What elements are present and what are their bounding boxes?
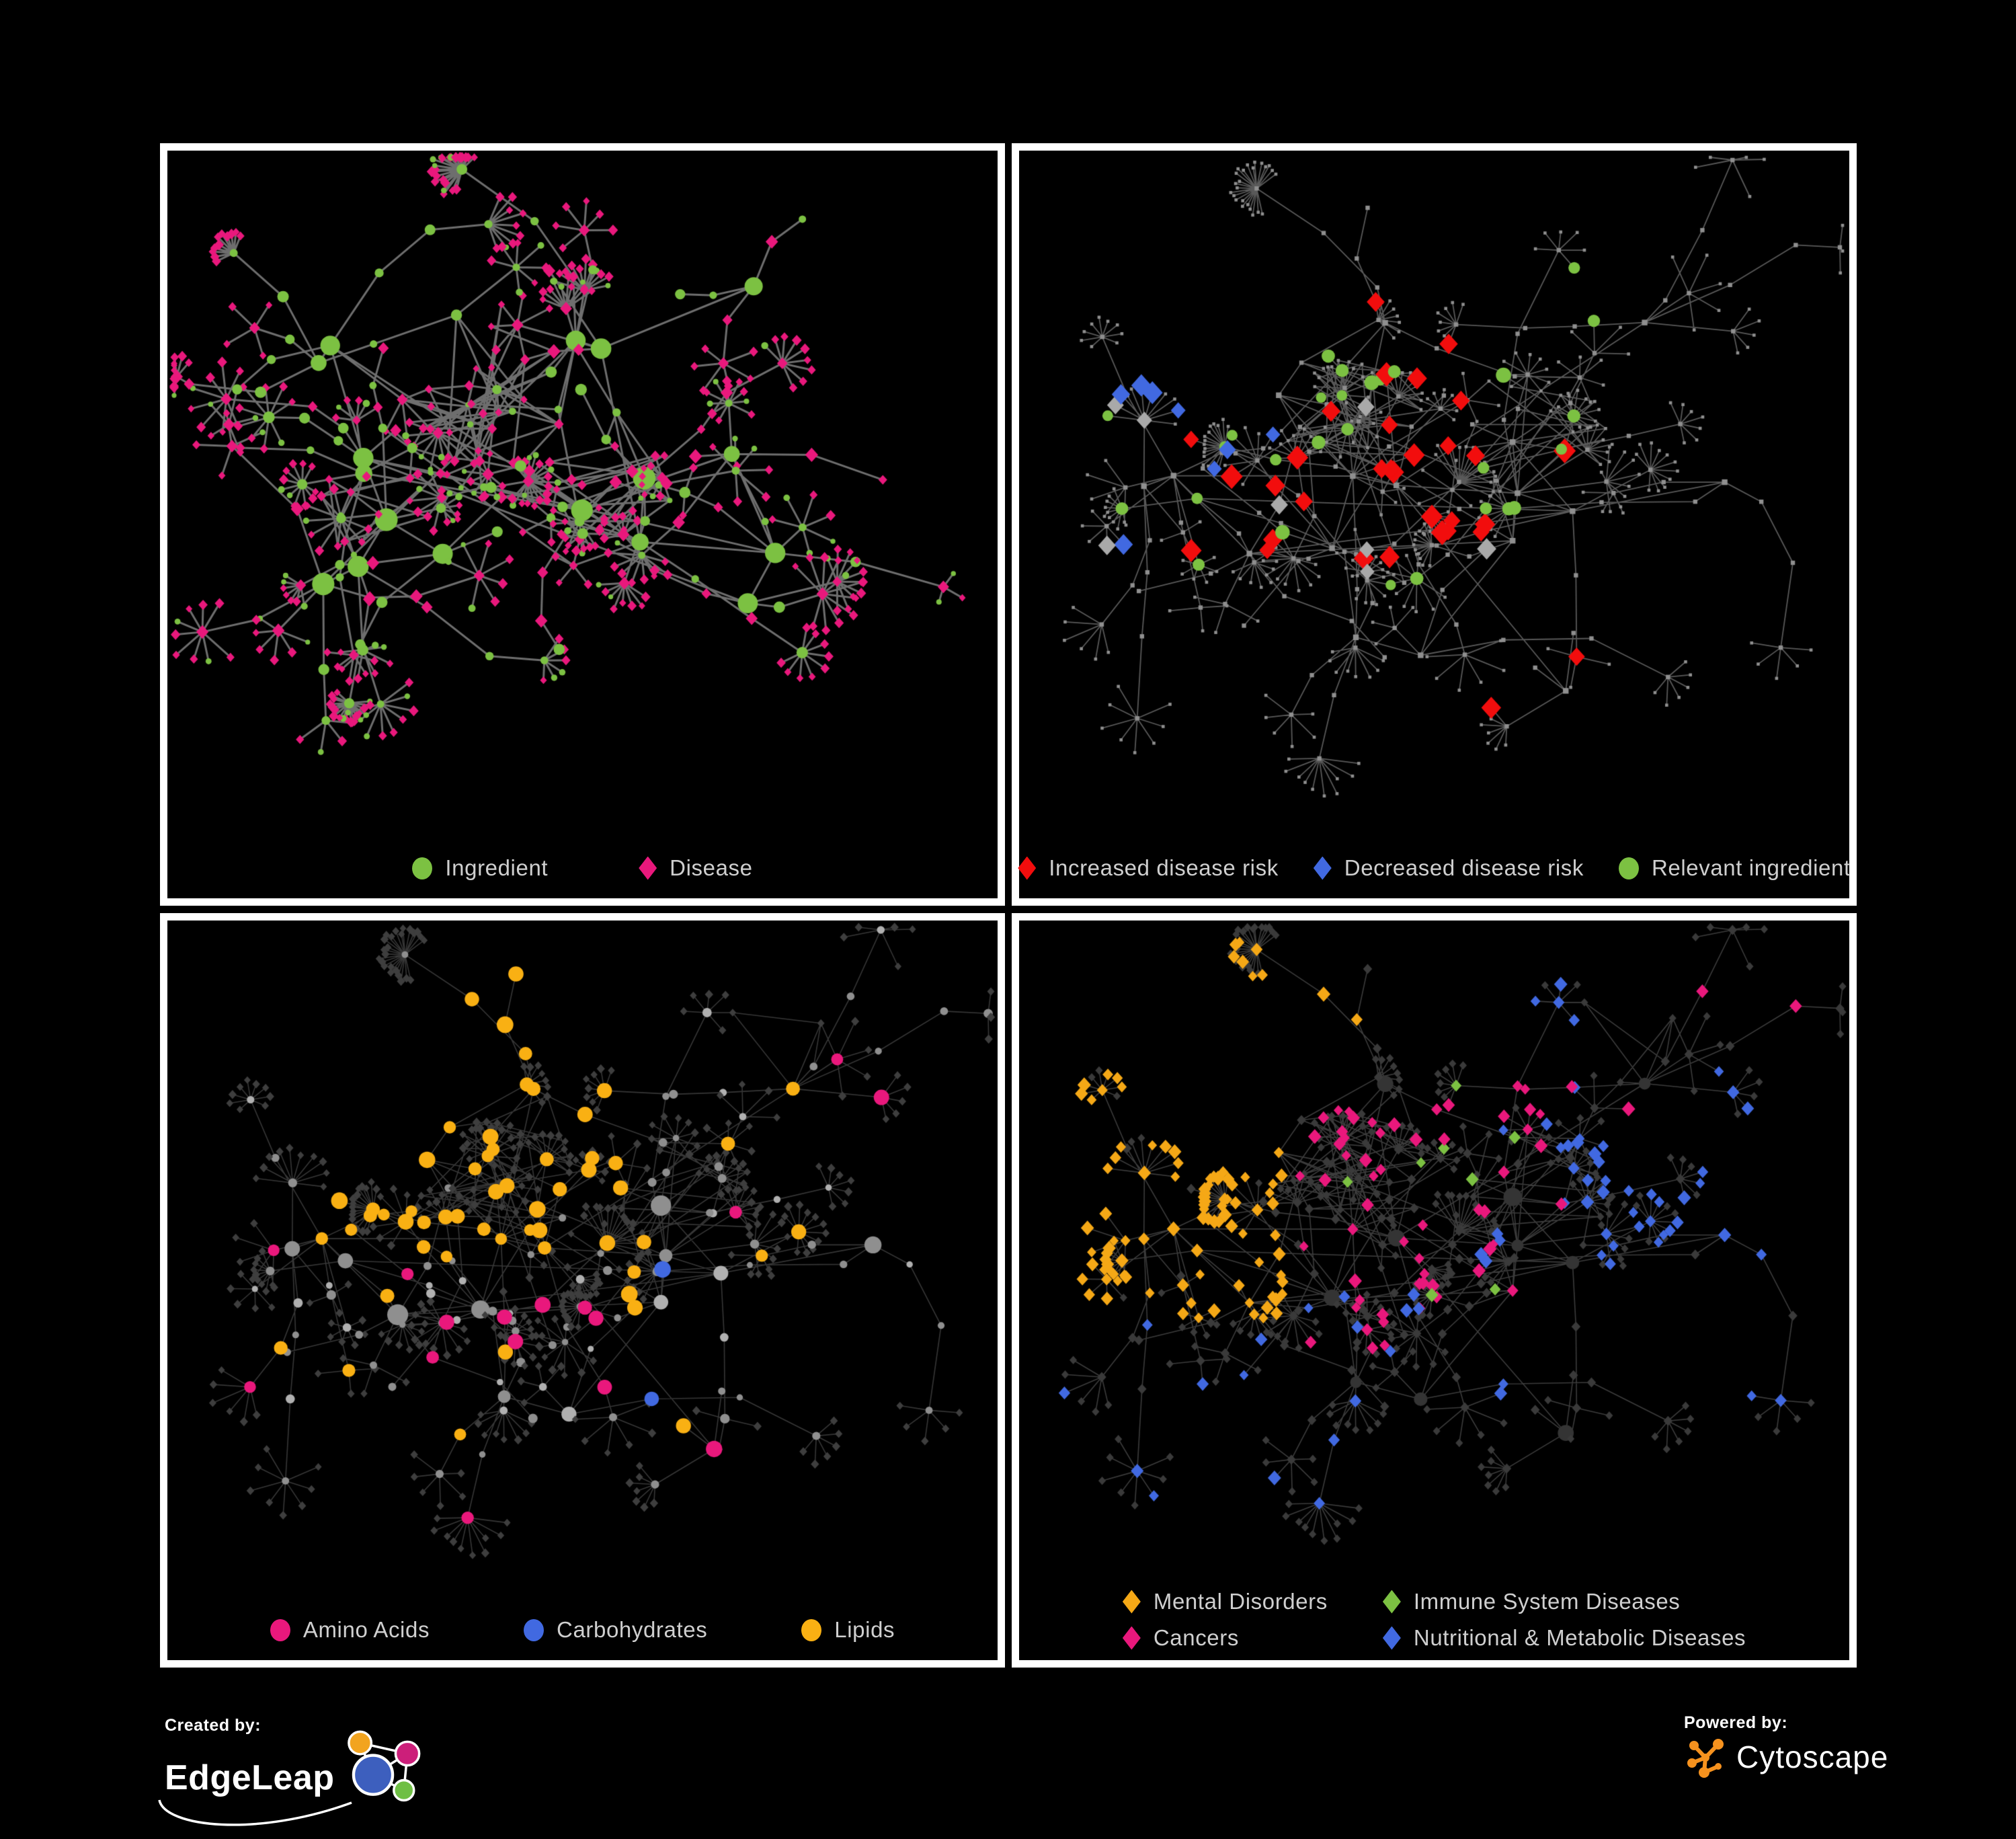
cytoscape-brand: Cytoscape xyxy=(1684,1735,1980,1778)
powered-by-label: Powered by: xyxy=(1684,1713,1788,1732)
legend-item-cancers: Cancers xyxy=(1122,1625,1239,1651)
legend-item-disease: Disease xyxy=(639,855,752,881)
legend-label: Cancers xyxy=(1153,1625,1239,1650)
legend-label: Amino Acids xyxy=(303,1617,430,1642)
network-disease-risk xyxy=(1019,151,1849,831)
panel-disease-risk: Increased disease risk Decreased disease … xyxy=(1012,143,1857,906)
legend-item-ingredient: Ingredient xyxy=(412,855,548,881)
network-nutrient-classes xyxy=(167,921,998,1586)
created-by-label: Created by: xyxy=(165,1716,261,1735)
panel-ingredient-disease: Ingredient Disease xyxy=(160,143,1005,906)
legend-item-decreased-disease-risk: Decreased disease risk xyxy=(1313,855,1584,881)
diamond-marker-icon xyxy=(1018,856,1037,880)
legend-item-carbohydrates: Carbohydrates xyxy=(524,1617,707,1643)
legend-item-mental-disorders: Mental Disorders xyxy=(1122,1589,1328,1614)
edgeleap-swoosh-icon xyxy=(158,1799,352,1826)
circle-marker-icon xyxy=(801,1618,822,1641)
legend-item-immune-system-diseases: Immune System Diseases xyxy=(1382,1589,1681,1614)
diamond-marker-icon xyxy=(1122,1590,1141,1614)
legend-nutrient-classes: Amino Acids Carbohydrates Lipids xyxy=(167,1617,998,1643)
circle-marker-icon xyxy=(1618,857,1639,879)
legend-disease-risk: Increased disease risk Decreased disease … xyxy=(1018,855,1851,881)
legend-label: Increased disease risk xyxy=(1049,855,1279,880)
legend-disease-categories: Mental Disorders Immune System Diseases Ca… xyxy=(1019,1589,1849,1651)
legend-item-nutritional-metabolic-diseases: Nutritional & Metabolic Diseases xyxy=(1382,1625,1746,1651)
circle-marker-icon xyxy=(524,1618,545,1641)
edgeleap-brand: EdgeLeap xyxy=(158,1730,474,1826)
legend-label: Disease xyxy=(670,855,753,880)
legend-item-relevant-ingredient: Relevant ingredient xyxy=(1618,855,1851,881)
edgeleap-logo-icon xyxy=(347,1730,420,1802)
circle-marker-icon xyxy=(412,857,433,879)
panel-disease-categories: Mental Disorders Immune System Diseases Ca… xyxy=(1012,913,1857,1668)
circle-marker-icon xyxy=(270,1618,290,1641)
legend-label: Lipids xyxy=(834,1617,895,1642)
edgeleap-wordmark: EdgeLeap xyxy=(165,1758,335,1797)
created-by-credit: Created by: EdgeLeap xyxy=(158,1716,474,1826)
network-disease-categories xyxy=(1019,921,1849,1566)
legend-item-amino-acids: Amino Acids xyxy=(270,1617,430,1643)
legend-label: Nutritional & Metabolic Diseases xyxy=(1413,1625,1746,1650)
panel-nutrient-classes: Amino Acids Carbohydrates Lipids xyxy=(160,913,1005,1668)
legend-ingredient-disease: Ingredient Disease xyxy=(167,855,998,881)
powered-by-credit: Powered by: Cytosc xyxy=(1684,1713,1980,1807)
legend-label: Relevant ingredient xyxy=(1651,855,1851,880)
legend-label: Carbohydrates xyxy=(557,1617,708,1642)
cytoscape-logo-icon xyxy=(1687,1739,1724,1778)
legend-label: Decreased disease risk xyxy=(1344,855,1584,880)
diamond-marker-icon xyxy=(1382,1590,1401,1614)
legend-item-lipids: Lipids xyxy=(801,1617,895,1643)
diamond-marker-icon xyxy=(1122,1626,1141,1650)
diamond-marker-icon xyxy=(639,856,657,880)
cytoscape-wordmark: Cytoscape xyxy=(1736,1739,1889,1774)
legend-label: Ingredient xyxy=(445,855,549,880)
diamond-marker-icon xyxy=(1382,1626,1401,1650)
network-ingredient-disease xyxy=(167,151,998,831)
diamond-marker-icon xyxy=(1313,856,1332,880)
legend-item-increased-disease-risk: Increased disease risk xyxy=(1018,855,1279,881)
legend-label: Immune System Diseases xyxy=(1413,1589,1681,1614)
legend-label: Mental Disorders xyxy=(1153,1589,1328,1614)
